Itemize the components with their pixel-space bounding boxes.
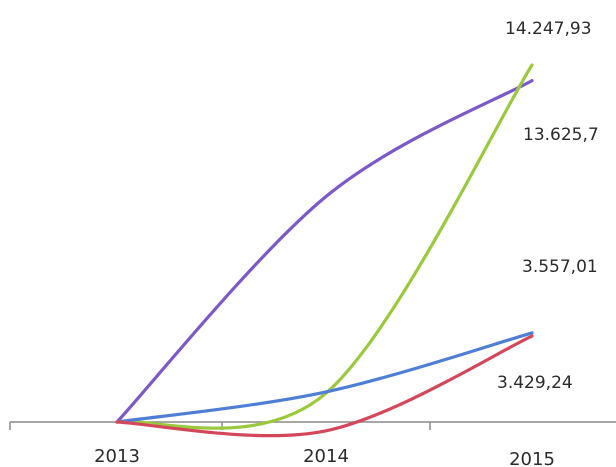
data-label: 13.625,7 (523, 125, 599, 145)
x-tick-label: 2013 (94, 446, 140, 467)
x-tick-label: 2014 (303, 446, 349, 467)
series-line (115, 79, 534, 424)
data-label: 14.247,93 (505, 19, 592, 39)
series-line (115, 331, 534, 424)
x-tick-label: 2015 (509, 449, 555, 467)
data-label: 3.429,24 (497, 373, 573, 393)
data-label: 3.557,01 (522, 257, 598, 277)
series-line (115, 63, 534, 430)
series-line (115, 334, 534, 438)
